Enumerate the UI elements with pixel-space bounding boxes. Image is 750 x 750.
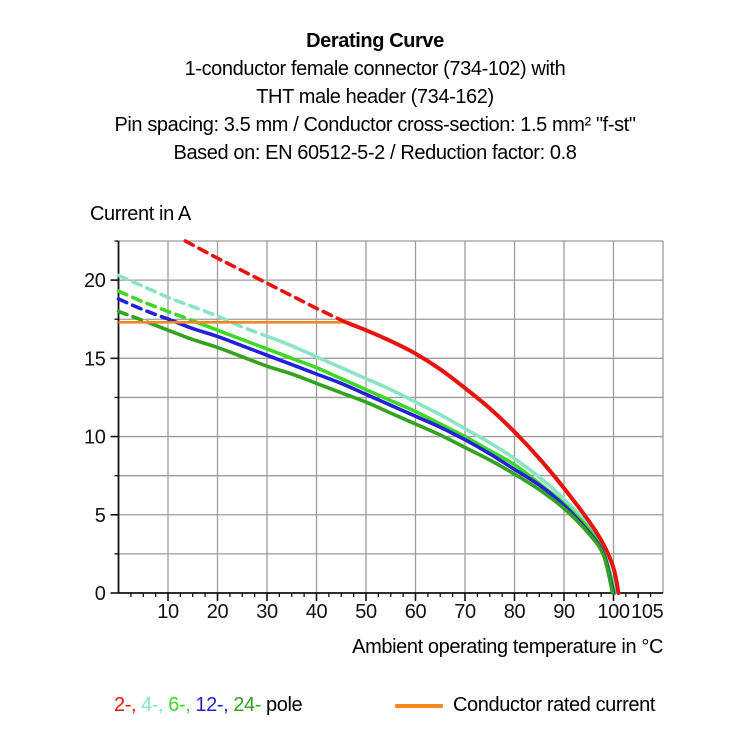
rated-current-line-swatch <box>395 703 443 708</box>
y-tick-label: 15 <box>84 348 106 370</box>
x-tick-label: 90 <box>553 601 575 623</box>
legend-pole-suffix: pole <box>266 694 303 716</box>
header-line-2: THT male header (734-162) <box>256 86 494 108</box>
x-axis-title: Ambient operating temperature in °C <box>352 636 663 658</box>
x-tick-label: 100 <box>597 601 629 623</box>
page-title: Derating Curve <box>306 30 444 52</box>
x-tick-label: 30 <box>256 601 278 623</box>
series-solid-4-pole <box>270 336 618 595</box>
header-line-4: Based on: EN 60512-5-2 / Reduction facto… <box>173 142 577 164</box>
x-tick-label: 50 <box>355 601 377 623</box>
x-tick-label: 40 <box>306 601 328 623</box>
rated-current-label: Conductor rated current <box>453 694 656 716</box>
x-tick-label: 105 <box>631 601 663 623</box>
y-tick-label: 20 <box>84 270 106 292</box>
x-tick-label: 70 <box>454 601 476 623</box>
y-axis-title: Current in A <box>90 203 191 225</box>
series-dashed-4-pole <box>116 273 274 340</box>
x-tick-label: 10 <box>157 601 179 623</box>
header-line-1: 1-conductor female connector (734-102) w… <box>184 58 566 80</box>
x-tick-label: 80 <box>504 601 526 623</box>
legend-item-6-pole: 6-, <box>168 694 191 716</box>
series-solid-2-pole <box>344 320 621 595</box>
legend-pole-counts: 2-, 4-, 6-, 12-, 24- pole <box>114 694 303 717</box>
chart-header: Derating Curve 1-conductor female connec… <box>0 27 750 167</box>
legend-rated-current: Conductor rated current <box>395 694 663 717</box>
series-dashed-24-pole <box>116 309 150 325</box>
legend-item-24-pole: 24- <box>233 694 262 716</box>
series-dashed-2-pole <box>183 239 348 325</box>
header-line-3: Pin spacing: 3.5 mm / Conductor cross-se… <box>114 114 636 136</box>
legend-item-4-pole: 4-, <box>141 694 164 716</box>
series-solid-24-pole <box>146 320 615 595</box>
legend-item-2-pole: 2-, <box>114 694 137 716</box>
y-tick-label: 0 <box>95 583 106 605</box>
series-solid-12-pole <box>171 319 616 595</box>
y-tick-label: 10 <box>84 427 106 449</box>
series-dashed-12-pole <box>116 297 175 323</box>
series-dashed-6-pole <box>116 289 195 323</box>
x-tick-label: 60 <box>405 601 427 623</box>
legend-item-12-pole: 12-, <box>195 694 229 716</box>
y-tick-label: 5 <box>95 505 106 527</box>
x-tick-label: 20 <box>207 601 229 623</box>
